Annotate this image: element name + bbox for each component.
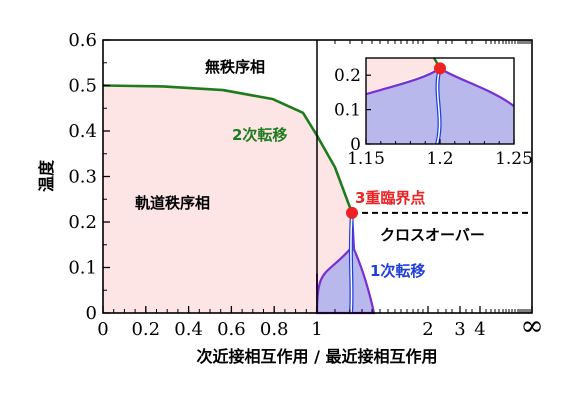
inset-x-tick-label: 1.25 [495, 149, 533, 169]
y-tick-label: 0.4 [68, 121, 97, 142]
inset-y-tick-label: 0.1 [334, 101, 361, 121]
y-tick-label: 0.1 [68, 258, 97, 279]
x-tick-label: 0.4 [174, 319, 203, 340]
y-tick-label: 0.3 [68, 167, 97, 188]
orbital-order-phase-label: 軌道秩序相 [135, 194, 210, 212]
x-tick-label: ∞ [520, 309, 543, 342]
crossover-label: クロスオーバー [380, 226, 485, 244]
tricritical-point [346, 206, 358, 219]
x-tick-label: 2 [422, 319, 433, 340]
y-tick-label: 0.6 [68, 30, 97, 51]
y-axis-title: 温度 [37, 159, 56, 193]
inset-order-fill [366, 58, 440, 95]
inset-tricritical-point [434, 62, 446, 75]
inset-x-tick-label: 1.2 [426, 149, 453, 169]
x-axis-title: 次近接相互作用 / 最近接相互作用 [197, 347, 438, 366]
inset-x-tick-label: 1.15 [347, 149, 385, 169]
x-tick-label: 0.2 [131, 319, 160, 340]
x-tick-label: 0 [97, 319, 108, 340]
x-tick-label: 3 [454, 319, 465, 340]
first-order-transition-label: 1次転移 [370, 262, 425, 280]
first-order-line-inner [350, 212, 353, 314]
second-order-transition-label: 2次転移 [232, 126, 287, 144]
x-tick-label: 4 [474, 319, 485, 340]
orbital-order-fill [103, 85, 352, 313]
x-tick-label: 0.8 [260, 319, 289, 340]
disordered-phase-label: 無秩序相 [205, 58, 265, 76]
axis-ticks: 0 0.1 0.2 0.3 0.4 0.5 0.6 0 0.2 0.4 0.6 0.8 1 2 3 4 ∞ [68, 30, 543, 342]
inset-first-order-line-inner [436, 68, 441, 145]
inset-y-tick-label: 0.2 [334, 66, 361, 86]
inset-y-tick-label: 0 [350, 135, 361, 155]
main-plot [102, 39, 533, 315]
y-tick-label: 0.2 [68, 212, 97, 233]
y-tick-label: 0.5 [68, 76, 97, 97]
x-tick-label: 0.6 [217, 319, 246, 340]
y-tick-label: 0 [86, 303, 97, 324]
x-tick-label: 1 [311, 319, 322, 340]
tricritical-point-label: 3重臨界点 [355, 189, 425, 207]
second-order-line [102, 84, 354, 214]
inset-plot: 0 0.1 0.2 1.15 1.2 1.25 [334, 57, 533, 169]
